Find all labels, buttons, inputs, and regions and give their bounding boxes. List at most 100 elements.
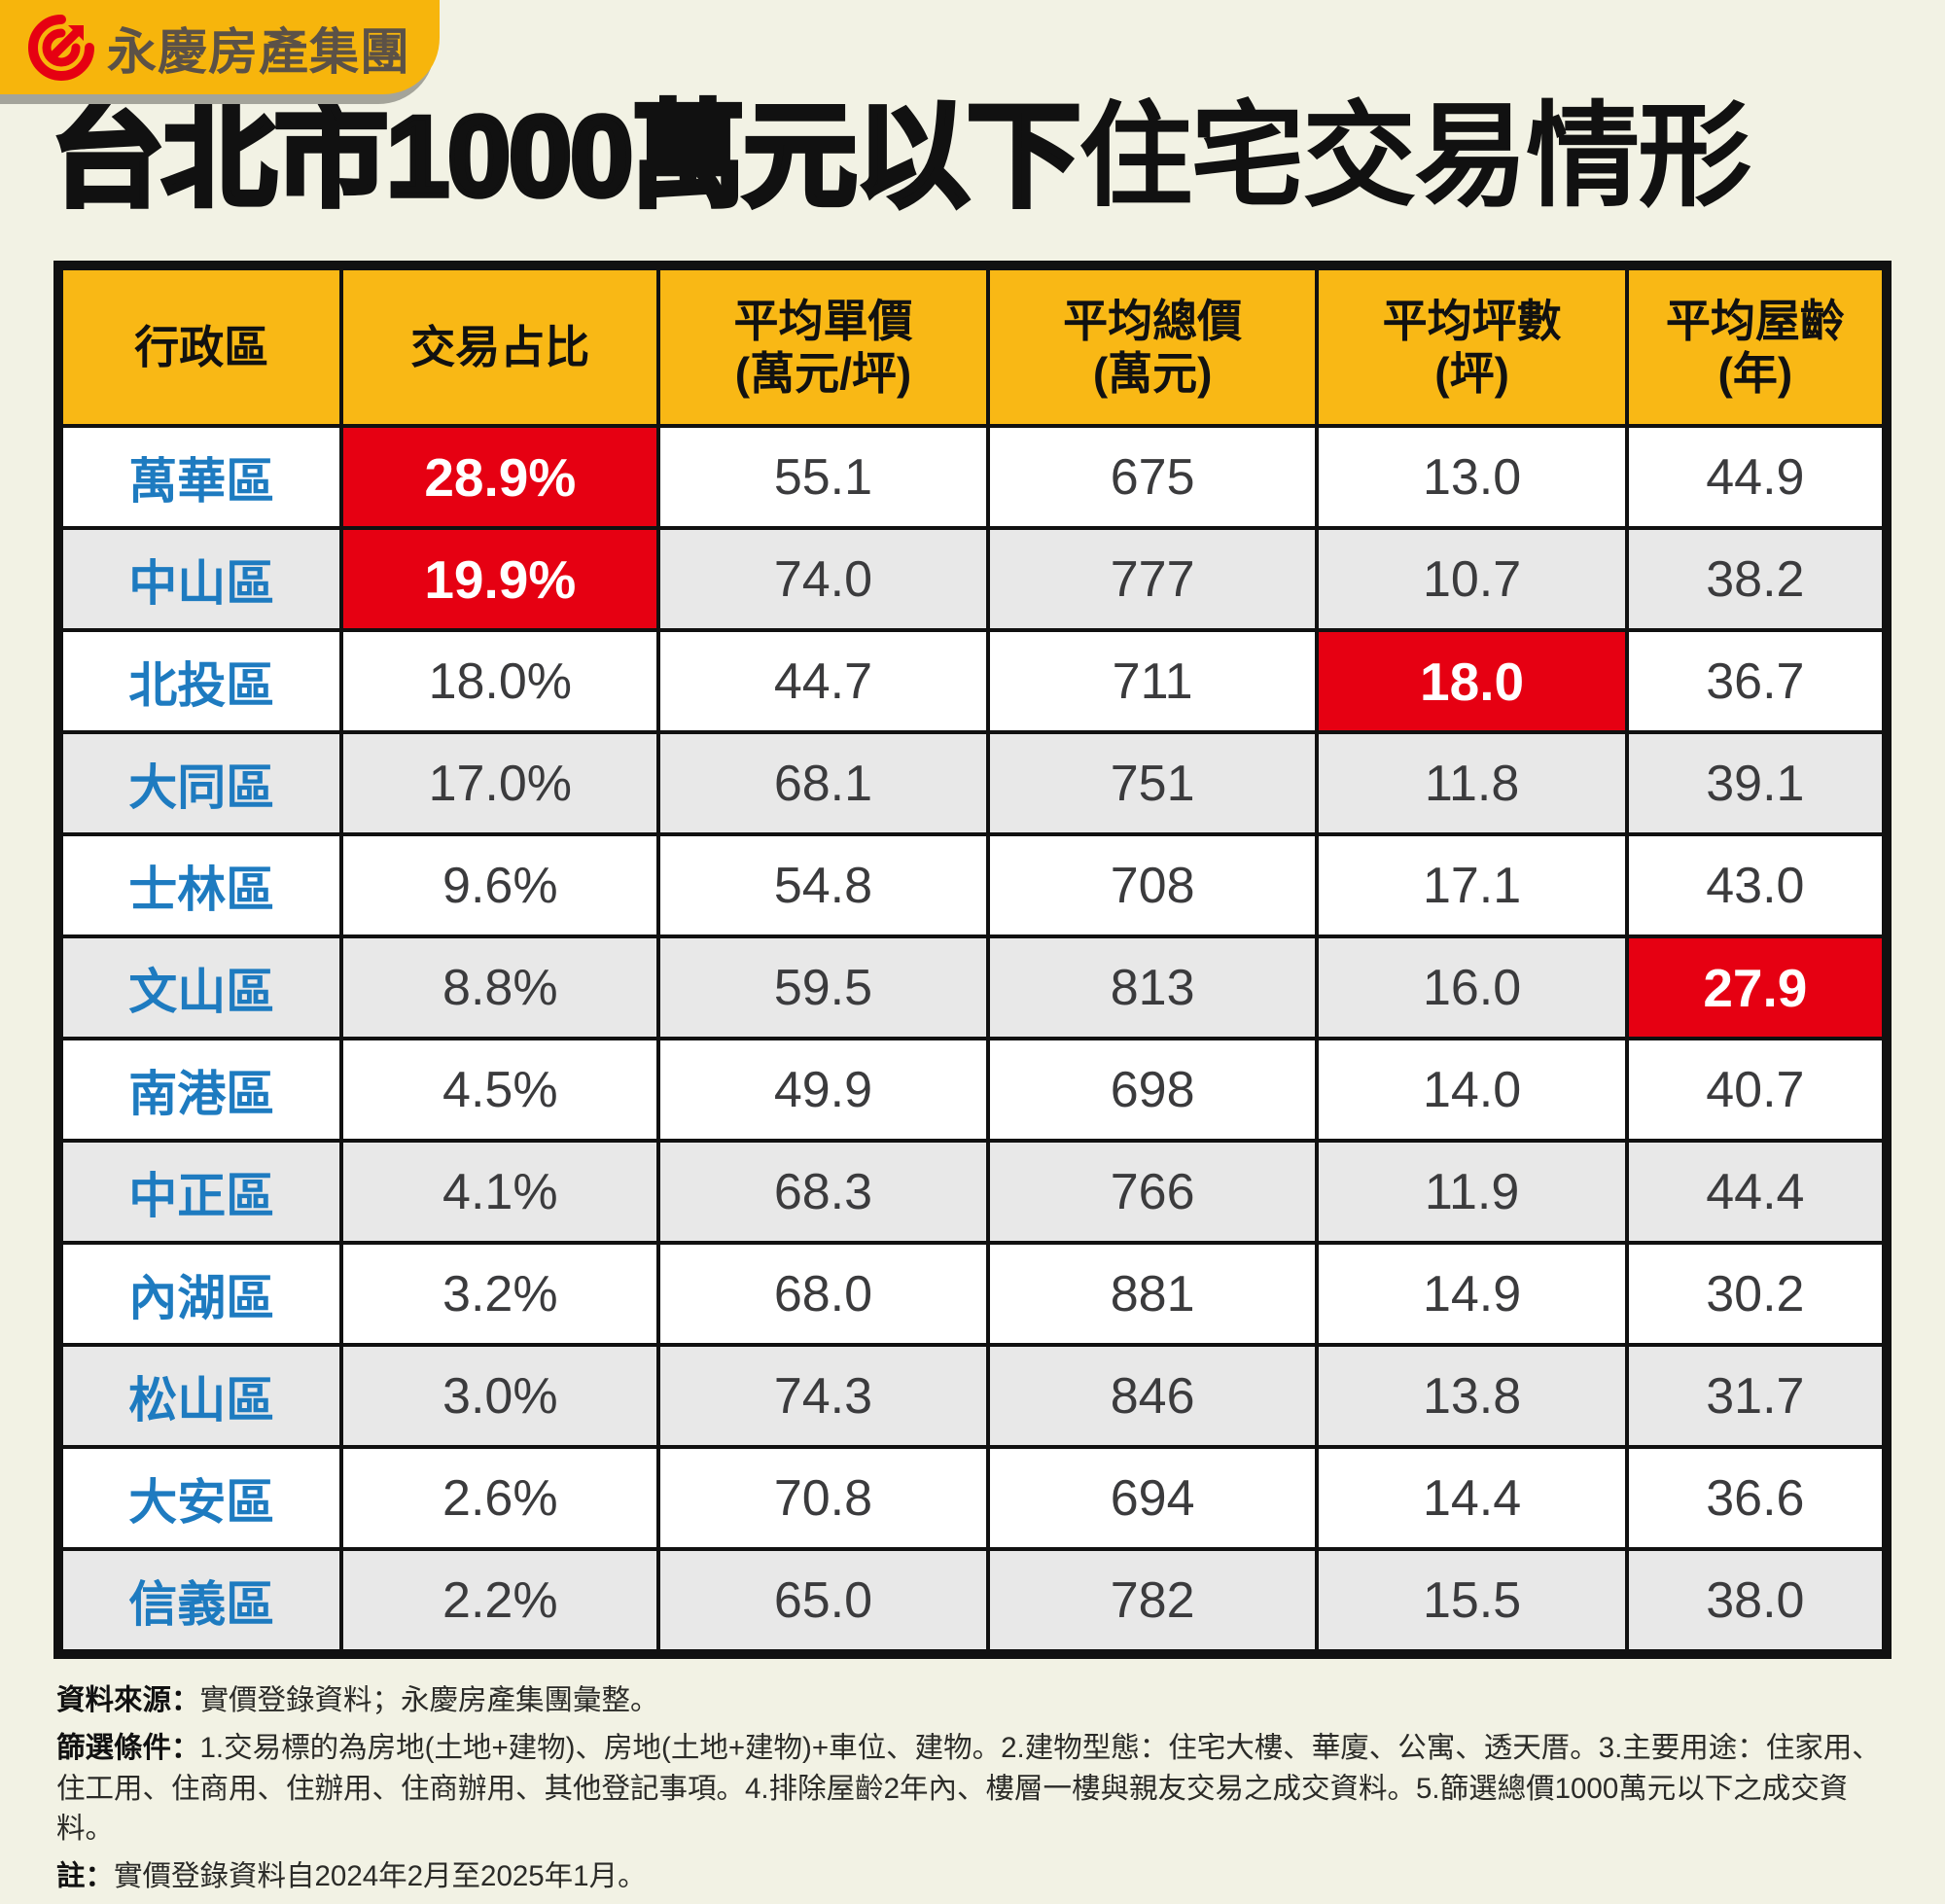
col-header-avg-age: 平均屋齡 (年) [1628, 270, 1882, 424]
source-text: 實價登錄資料；永慶房產集團彙整。 [199, 1684, 659, 1716]
highlighted-value-cell: 19.9% [343, 530, 657, 628]
value-cell: 74.0 [660, 530, 986, 628]
header-label: 平均坪數 [1382, 295, 1562, 346]
district-cell: 萬華區 [63, 428, 340, 526]
col-header-share: 交易占比 [343, 270, 657, 424]
value-cell: 13.0 [1319, 428, 1625, 526]
period-note: 註：實價登錄資料自2024年2月至2025年1月。 [56, 1856, 1894, 1896]
value-cell: 59.5 [660, 938, 986, 1037]
value-cell: 13.8 [1319, 1347, 1625, 1445]
value-cell: 2.6% [343, 1449, 657, 1547]
value-cell: 14.4 [1319, 1449, 1625, 1547]
col-header-avg-total-price: 平均總價 (萬元) [989, 270, 1316, 424]
value-cell: 813 [989, 938, 1316, 1037]
value-cell: 14.9 [1319, 1245, 1625, 1343]
value-cell: 3.0% [343, 1347, 657, 1445]
district-cell: 內湖區 [63, 1245, 340, 1343]
value-cell: 38.2 [1628, 530, 1882, 628]
header-label: 交易占比 [410, 321, 590, 372]
district-cell: 大安區 [63, 1449, 340, 1547]
housing-transactions-table: 行政區 交易占比 平均單價 (萬元/坪) 平均總價 (萬元) 平均坪數 (坪) 平均屋齡 (年) 萬… [53, 261, 1892, 1659]
col-header-district: 行政區 [63, 270, 340, 424]
period-label: 註： [56, 1860, 115, 1893]
value-cell: 55.1 [660, 428, 986, 526]
brand-name: 永慶房產集團 [107, 23, 411, 80]
value-cell: 68.3 [660, 1143, 986, 1241]
header-unit-label: (坪) [1434, 348, 1509, 399]
col-header-avg-size: 平均坪數 (坪) [1319, 270, 1625, 424]
value-cell: 10.7 [1319, 530, 1625, 628]
header-label: 平均屋齡 [1665, 295, 1845, 346]
value-cell: 40.7 [1628, 1040, 1882, 1139]
value-cell: 675 [989, 428, 1316, 526]
source-note: 資料來源：實價登錄資料；永慶房產集團彙整。 [56, 1680, 1894, 1720]
district-cell: 中正區 [63, 1143, 340, 1241]
value-cell: 36.6 [1628, 1449, 1882, 1547]
filter-text: 1.交易標的為房地(土地+建物)、房地(土地+建物)+車位、建物。2.建物型態：… [56, 1732, 1881, 1845]
district-cell: 中山區 [63, 530, 340, 628]
value-cell: 39.1 [1628, 734, 1882, 832]
value-cell: 74.3 [660, 1347, 986, 1445]
value-cell: 846 [989, 1347, 1316, 1445]
highlighted-value-cell: 28.9% [343, 428, 657, 526]
value-cell: 11.8 [1319, 734, 1625, 832]
value-cell: 44.7 [660, 632, 986, 730]
header-label: 平均總價 [1063, 295, 1243, 346]
title-strong-segment: 台北市1000萬元以下 [48, 89, 1083, 223]
district-cell: 文山區 [63, 938, 340, 1037]
value-cell: 18.0% [343, 632, 657, 730]
value-cell: 4.5% [343, 1040, 657, 1139]
col-header-avg-unit-price: 平均單價 (萬元/坪) [660, 270, 986, 424]
value-cell: 694 [989, 1449, 1316, 1547]
value-cell: 751 [989, 734, 1316, 832]
value-cell: 766 [989, 1143, 1316, 1241]
value-cell: 65.0 [660, 1551, 986, 1649]
value-cell: 2.2% [343, 1551, 657, 1649]
header-unit-label: (年) [1717, 348, 1793, 399]
value-cell: 44.4 [1628, 1143, 1882, 1241]
district-cell: 南港區 [63, 1040, 340, 1139]
district-cell: 士林區 [63, 836, 340, 934]
value-cell: 8.8% [343, 938, 657, 1037]
footnotes: 資料來源：實價登錄資料；永慶房產集團彙整。 篩選條件：1.交易標的為房地(土地+… [56, 1680, 1894, 1904]
value-cell: 711 [989, 632, 1316, 730]
filter-label: 篩選條件： [56, 1732, 200, 1765]
value-cell: 15.5 [1319, 1551, 1625, 1649]
value-cell: 9.6% [343, 836, 657, 934]
value-cell: 68.0 [660, 1245, 986, 1343]
value-cell: 698 [989, 1040, 1316, 1139]
district-cell: 松山區 [63, 1347, 340, 1445]
header-label: 行政區 [134, 321, 269, 372]
value-cell: 43.0 [1628, 836, 1882, 934]
brand-badge: 永慶房產集團 [0, 0, 440, 94]
value-cell: 881 [989, 1245, 1316, 1343]
value-cell: 31.7 [1628, 1347, 1882, 1445]
value-cell: 30.2 [1628, 1245, 1882, 1343]
title-light-segment: 住宅交易情形 [1079, 92, 1751, 220]
infographic-page: 永慶房產集團 台北市1000萬元以下住宅交易情形 行政區 交易占比 平均單價 (萬元/… [0, 0, 1892, 1892]
value-cell: 54.8 [660, 836, 986, 934]
source-label: 資料來源： [56, 1684, 200, 1716]
highlighted-value-cell: 27.9 [1628, 938, 1882, 1037]
district-cell: 信義區 [63, 1551, 340, 1649]
highlighted-value-cell: 18.0 [1319, 632, 1625, 730]
value-cell: 14.0 [1319, 1040, 1625, 1139]
header-label: 平均單價 [733, 295, 913, 346]
value-cell: 38.0 [1628, 1551, 1882, 1649]
value-cell: 777 [989, 530, 1316, 628]
district-cell: 北投區 [63, 632, 340, 730]
value-cell: 17.0% [343, 734, 657, 832]
period-text: 實價登錄資料自2024年2月至2025年1月。 [114, 1860, 647, 1893]
value-cell: 44.9 [1628, 428, 1882, 526]
value-cell: 49.9 [660, 1040, 986, 1139]
yungching-logo-icon [28, 14, 94, 81]
value-cell: 11.9 [1319, 1143, 1625, 1241]
value-cell: 17.1 [1319, 836, 1625, 934]
filter-note: 篩選條件：1.交易標的為房地(土地+建物)、房地(土地+建物)+車位、建物。2.… [56, 1728, 1894, 1849]
value-cell: 16.0 [1319, 938, 1625, 1037]
page-title: 台北市1000萬元以下住宅交易情形 [48, 86, 1751, 228]
value-cell: 68.1 [660, 734, 986, 832]
value-cell: 708 [989, 836, 1316, 934]
header-unit-label: (萬元/坪) [734, 348, 912, 399]
value-cell: 782 [989, 1551, 1316, 1649]
